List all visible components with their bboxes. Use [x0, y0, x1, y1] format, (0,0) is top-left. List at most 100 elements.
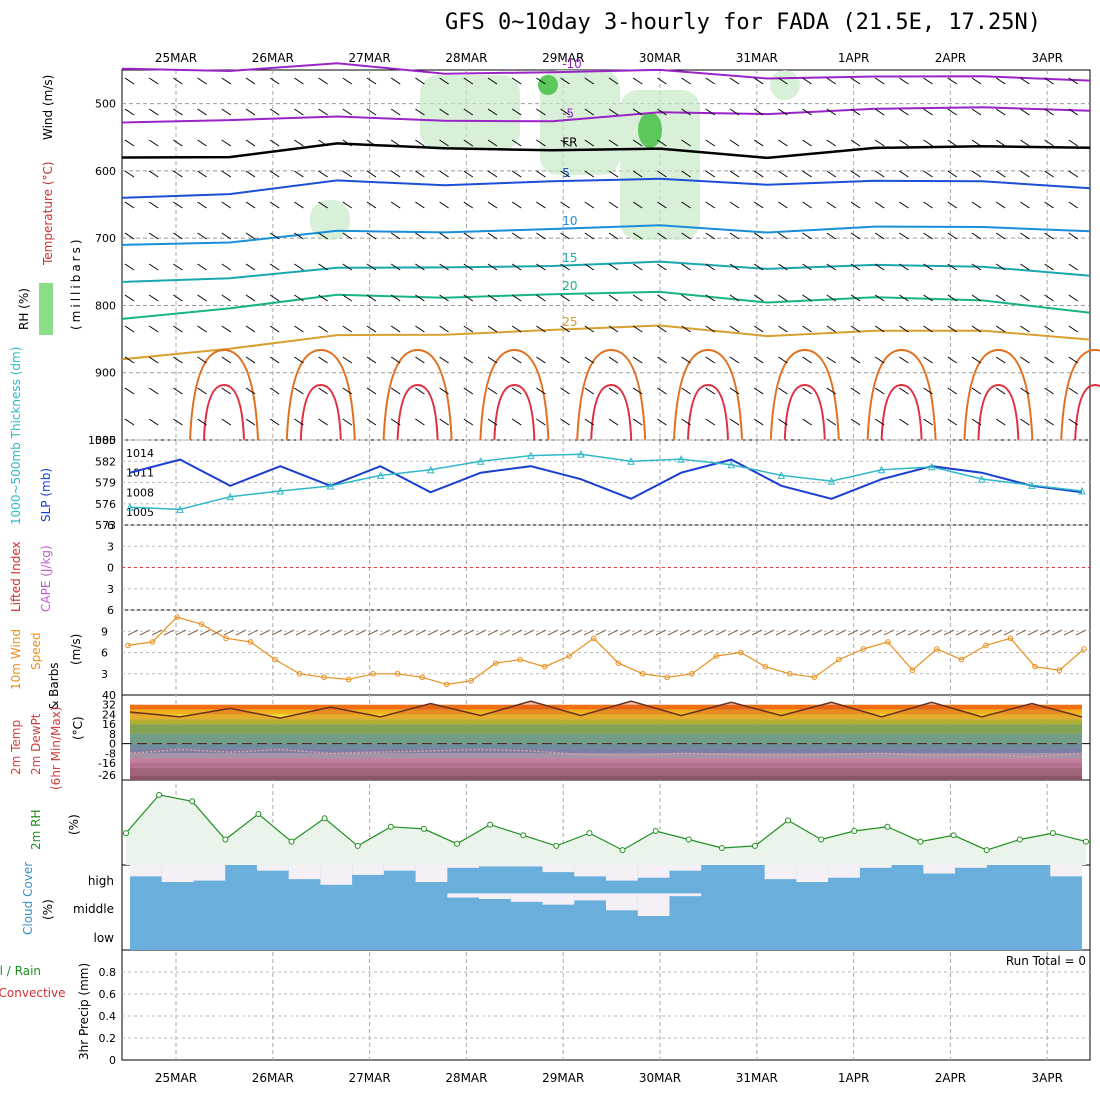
wind-barb: [415, 170, 425, 178]
wind-barb: [971, 232, 982, 240]
surface-wind-barb: [127, 629, 139, 636]
surface-wind-barb: [739, 629, 751, 636]
wind-barb: [487, 232, 498, 240]
surface-wind-barb: [919, 629, 931, 636]
wind-barb: [995, 387, 1006, 395]
wind-speed-point: [541, 663, 548, 670]
wind-barb: [318, 356, 328, 364]
temperature-color-band: [130, 743, 1082, 749]
wind-barb: [1044, 139, 1054, 147]
wind-speed-point: [664, 674, 671, 681]
thickness-point: [1028, 481, 1036, 489]
wind-barb: [197, 139, 207, 147]
rh2m-label: 2m RH: [29, 810, 43, 851]
wind-barb: [899, 387, 909, 395]
wind-barb: [487, 201, 498, 209]
wind-barb: [584, 263, 595, 271]
wind-barb: [560, 263, 570, 271]
wind-barb: [560, 356, 570, 364]
cloud-cover-label: Cloud Cover: [21, 862, 35, 935]
wind-barb: [439, 77, 449, 85]
wind-barb: [318, 170, 328, 178]
surface-wind-barb: [187, 629, 199, 636]
wind-barb: [439, 201, 449, 209]
surface-wind-barb: [283, 629, 295, 636]
wind-barb: [632, 139, 643, 147]
thickness-point: [577, 450, 585, 458]
temperature-contour: [121, 260, 1091, 283]
rh-point: [950, 832, 957, 839]
wind-barb: [729, 170, 740, 178]
wind-barb: [850, 108, 861, 116]
wind-barb: [753, 77, 764, 85]
wind-barb: [753, 356, 764, 364]
dewpt2m-label: 2m DewPt: [29, 713, 43, 775]
wind-barb: [584, 294, 595, 302]
wind-barb: [608, 418, 619, 426]
wind-barb: [995, 139, 1006, 147]
wind-barb: [342, 108, 353, 116]
surface-wind-barb: [943, 629, 955, 636]
wind-barb: [148, 325, 159, 333]
wind-barb: [947, 77, 958, 85]
temperature-contour-30: [963, 348, 1034, 441]
rh-shade-core: [638, 112, 662, 148]
wind-barb: [366, 418, 377, 426]
wind-barb: [245, 77, 256, 85]
wind-barb: [899, 356, 909, 364]
surface-wind-barb: [763, 629, 775, 636]
wind-speed-point: [345, 676, 352, 683]
surface-wind-barb: [247, 629, 259, 636]
cloud-bar-high: [1050, 865, 1082, 877]
rh-shade-area: [420, 75, 520, 150]
wind-barb: [342, 139, 353, 147]
wind-speed-point: [1032, 663, 1038, 670]
wind-barb: [415, 294, 425, 302]
wind-barb: [971, 201, 982, 209]
rh-point: [917, 838, 924, 845]
wind-barb: [221, 201, 232, 209]
wind-barb: [173, 77, 183, 85]
wind-barb: [681, 418, 691, 426]
surface-wind-barb: [883, 629, 895, 636]
wind-barb: [415, 356, 425, 364]
wind-barb: [197, 294, 207, 302]
date-label-bottom: 31MAR: [736, 1071, 778, 1085]
surface-wind-barb: [751, 629, 763, 636]
temperature-contour-35: [1074, 383, 1100, 441]
wind-barb: [778, 418, 788, 426]
rh-point: [619, 847, 626, 854]
surface-wind-barb: [895, 629, 907, 636]
wind-barb: [657, 201, 667, 209]
wind-speed-point: [787, 670, 793, 677]
wind-barb: [874, 294, 885, 302]
wind-barb: [245, 418, 256, 426]
wind-barb: [778, 232, 788, 240]
wind-barb: [681, 201, 691, 209]
wind-barb: [632, 170, 643, 178]
wind-barb: [463, 387, 474, 395]
date-label-top: 3APR: [1031, 51, 1062, 65]
surface-wind-barb: [847, 629, 859, 636]
wind-barb: [753, 201, 764, 209]
wind-barb: [947, 294, 958, 302]
thickness-tick-label: 582: [95, 455, 116, 468]
wind-barb: [1020, 201, 1030, 209]
wind-barb: [511, 294, 522, 302]
wind-barb: [1044, 418, 1054, 426]
wind-barb: [705, 418, 716, 426]
wind-barb: [390, 170, 401, 178]
surface-wind-barb: [607, 629, 619, 636]
wind-barb: [778, 139, 788, 147]
temperature-contour-30: [769, 348, 840, 441]
wind-barb: [632, 232, 643, 240]
wind-barb: [632, 325, 643, 333]
wind-barb: [511, 263, 522, 271]
wind-barb: [705, 77, 716, 85]
date-label-bottom: 3APR: [1031, 1071, 1062, 1085]
wind-barb: [608, 356, 619, 364]
wind-barb: [1020, 418, 1030, 426]
wind-barb: [608, 139, 619, 147]
wind-barb: [850, 387, 861, 395]
rh-line: [125, 794, 1087, 851]
